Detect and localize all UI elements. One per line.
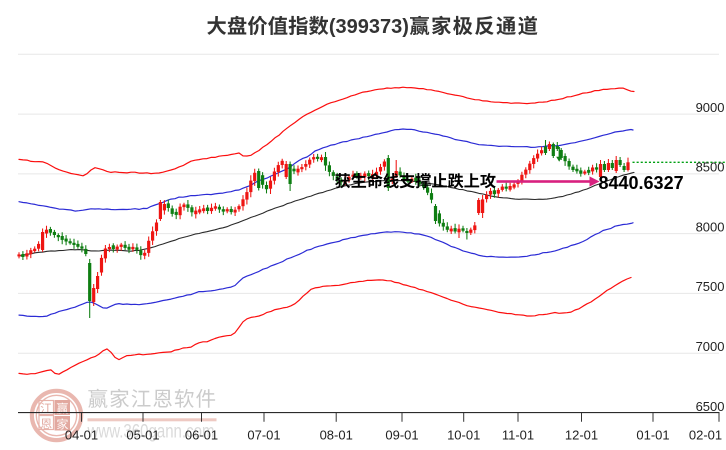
svg-text:8000: 8000 (696, 219, 725, 234)
svg-text:6500: 6500 (696, 399, 725, 414)
svg-text:09-01: 09-01 (385, 428, 418, 443)
svg-text:11-01: 11-01 (502, 428, 534, 443)
svg-text:8440.6327: 8440.6327 (599, 173, 684, 193)
svg-text:9000: 9000 (696, 100, 725, 115)
svg-text:04-01: 04-01 (65, 428, 98, 443)
svg-text:05-01: 05-01 (126, 428, 159, 443)
svg-text:12-01: 12-01 (565, 428, 598, 443)
svg-text:01-01: 01-01 (636, 428, 669, 443)
svg-text:8500: 8500 (696, 160, 725, 175)
svg-text:10-01: 10-01 (447, 428, 480, 443)
svg-text:7500: 7500 (696, 279, 725, 294)
svg-text:7000: 7000 (696, 339, 725, 354)
svg-text:08-01: 08-01 (320, 428, 353, 443)
svg-text:06-01: 06-01 (185, 428, 218, 443)
svg-text:www.360gann.com: www.360gann.com (87, 422, 215, 443)
svg-text:07-01: 07-01 (247, 428, 280, 443)
svg-text:(399373): (399373) (329, 16, 409, 38)
svg-text:02-01: 02-01 (689, 428, 722, 443)
